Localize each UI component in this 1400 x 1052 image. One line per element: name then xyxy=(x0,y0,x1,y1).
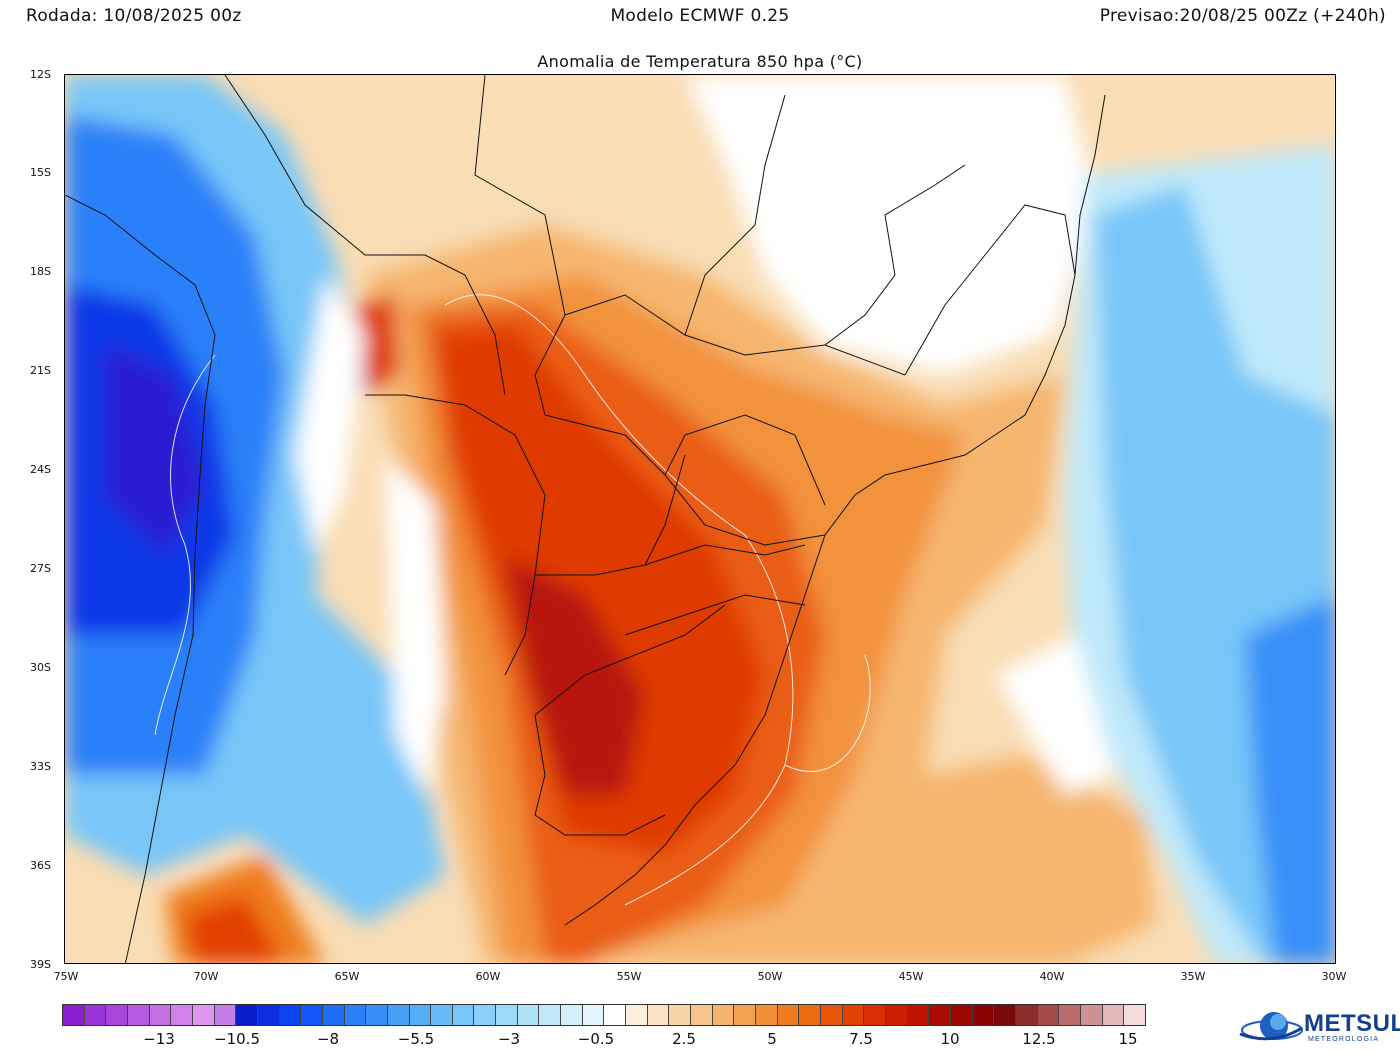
color-swatch xyxy=(214,1005,237,1025)
color-swatch xyxy=(236,1005,258,1025)
color-swatch xyxy=(907,1005,930,1025)
color-swatch xyxy=(1015,1005,1038,1025)
lat-tick-24s: 24S xyxy=(30,463,51,476)
color-swatch xyxy=(626,1005,648,1025)
lat-tick-33s: 33S xyxy=(30,760,51,773)
lat-tick-36s: 36S xyxy=(30,859,51,872)
scale-label: −8 xyxy=(316,1030,340,1048)
color-swatch xyxy=(409,1005,432,1025)
scale-label: 5 xyxy=(767,1030,777,1048)
scale-label: −5.5 xyxy=(397,1030,435,1048)
color-swatch xyxy=(63,1005,85,1025)
color-swatch xyxy=(517,1005,540,1025)
color-swatch xyxy=(691,1005,713,1025)
color-swatch xyxy=(387,1005,410,1025)
lat-tick-15s: 15S xyxy=(30,166,51,179)
scale-label: −13 xyxy=(143,1030,175,1048)
lat-tick-27s: 27S xyxy=(30,562,51,575)
scale-label: 7.5 xyxy=(849,1030,873,1048)
temperature-anomaly-field xyxy=(65,75,1335,963)
color-swatch xyxy=(279,1005,302,1025)
political-boundaries xyxy=(65,75,1106,963)
lat-tick-21s: 21S xyxy=(30,364,51,377)
anomaly-fill xyxy=(65,75,1335,963)
color-swatch xyxy=(842,1005,865,1025)
scale-label: −3 xyxy=(497,1030,521,1048)
color-swatch xyxy=(799,1005,821,1025)
color-swatch xyxy=(777,1005,800,1025)
anomaly-map[interactable] xyxy=(64,74,1336,964)
run-date: Rodada: 10/08/2025 00z xyxy=(26,6,242,26)
color-swatch xyxy=(84,1005,107,1025)
globe-icon xyxy=(1239,1012,1303,1041)
color-swatch xyxy=(474,1005,497,1025)
lon-tick-50w: 50W xyxy=(757,970,783,983)
color-swatch xyxy=(604,1005,627,1025)
lat-tick-39s: 39S xyxy=(30,958,51,971)
lon-tick-55w: 55W xyxy=(616,970,642,983)
color-swatch xyxy=(734,1005,756,1025)
map-title: Anomalia de Temperatura 850 hpa (°C) xyxy=(537,52,863,71)
color-swatch xyxy=(149,1005,172,1025)
scale-label: 10 xyxy=(940,1030,960,1048)
lat-tick-30s: 30S xyxy=(30,661,51,674)
color-swatch xyxy=(1124,1005,1145,1025)
color-swatch xyxy=(972,1005,995,1025)
color-scale xyxy=(62,1004,1146,1026)
lon-tick-35w: 35W xyxy=(1180,970,1206,983)
color-swatch xyxy=(929,1005,951,1025)
logo-subtitle: METEOROLOGIA xyxy=(1308,1036,1380,1043)
color-swatch xyxy=(1059,1005,1081,1025)
lon-tick-70w: 70W xyxy=(193,970,219,983)
color-swatch xyxy=(820,1005,843,1025)
metsul-logo[interactable]: METSUL METEOROLOGIA xyxy=(1234,1006,1400,1048)
model-name: Modelo ECMWF 0.25 xyxy=(610,6,790,26)
forecast-time: Previsao:20/08/25 00Zz (+240h) xyxy=(1099,6,1386,26)
lon-tick-40w: 40W xyxy=(1039,970,1065,983)
color-swatch xyxy=(1080,1005,1103,1025)
color-swatch xyxy=(171,1005,193,1025)
color-swatch xyxy=(885,1005,908,1025)
color-swatch xyxy=(669,1005,692,1025)
lat-tick-12s: 12S xyxy=(30,68,51,81)
color-swatch xyxy=(756,1005,778,1025)
lon-tick-65w: 65W xyxy=(334,970,360,983)
color-swatch xyxy=(712,1005,735,1025)
color-swatch xyxy=(192,1005,215,1025)
color-swatch xyxy=(864,1005,886,1025)
lon-tick-45w: 45W xyxy=(898,970,924,983)
color-swatch xyxy=(127,1005,150,1025)
color-swatch xyxy=(561,1005,583,1025)
color-swatch xyxy=(647,1005,670,1025)
color-swatch xyxy=(301,1005,323,1025)
scale-label: −0.5 xyxy=(577,1030,615,1048)
color-swatch xyxy=(106,1005,128,1025)
color-swatch xyxy=(994,1005,1016,1025)
color-swatch xyxy=(431,1005,453,1025)
color-swatch xyxy=(496,1005,518,1025)
color-swatch xyxy=(366,1005,388,1025)
scale-label: 15 xyxy=(1118,1030,1138,1048)
color-swatch xyxy=(344,1005,367,1025)
color-swatch xyxy=(582,1005,605,1025)
color-swatch xyxy=(452,1005,475,1025)
color-swatch xyxy=(257,1005,280,1025)
color-swatch xyxy=(950,1005,973,1025)
scale-label: −10.5 xyxy=(214,1030,260,1048)
lon-tick-75w: 75W xyxy=(53,970,79,983)
color-swatch xyxy=(1037,1005,1060,1025)
color-swatch xyxy=(322,1005,345,1025)
logo-wordmark: METSUL xyxy=(1304,1010,1400,1037)
lat-tick-18s: 18S xyxy=(30,265,51,278)
scale-label: 12.5 xyxy=(1022,1030,1056,1048)
color-swatch xyxy=(539,1005,562,1025)
color-swatch xyxy=(1102,1005,1125,1025)
lon-tick-60w: 60W xyxy=(475,970,501,983)
scale-label: 2.5 xyxy=(672,1030,696,1048)
contour-lines xyxy=(154,294,871,906)
lon-tick-30w: 30W xyxy=(1321,970,1347,983)
